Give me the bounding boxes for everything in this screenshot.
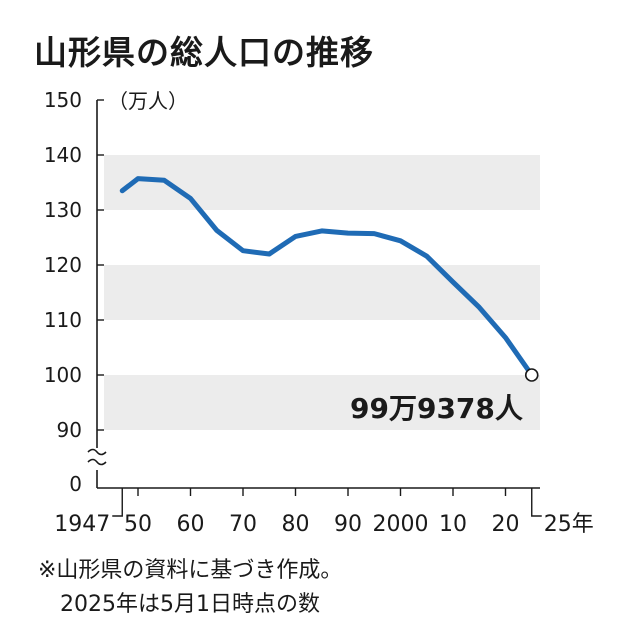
end-value-label: 99万9378人 [350,392,523,425]
x-tick-leader [112,488,123,517]
x-tick-label: 80 [282,512,310,537]
x-tick-label: 70 [229,512,257,537]
x-tick-label: 1947 [54,512,110,537]
series-line [119,176,535,378]
y-axis-unit-label: （万人） [108,89,188,113]
y-tick-label: 100 [44,363,82,387]
x-tick-label: 10 [439,512,467,537]
grid-bands [104,155,540,430]
end-point-marker [524,368,539,382]
y-tick-label: 120 [44,253,82,277]
series-population [119,176,539,382]
source-note: ※山形県の資料に基づき作成。 [38,558,343,583]
x-tick-label: 50 [124,512,152,537]
y-tick-label: 90 [57,418,82,442]
chart-axes [87,100,540,489]
grid-band [104,265,540,320]
x-tick-leader [531,488,542,517]
y-tick-label: 150 [44,88,82,112]
x-tick-label: 20 [492,512,520,537]
y-tick-label: 110 [44,308,82,332]
grid-band [104,375,540,430]
y-tick-labels: 150 140 130 120 110 100 90 0 [44,88,104,496]
x-tick-label: 2000 [373,512,429,537]
x-tick-labels: 1947 50 60 70 80 90 2000 10 20 25年 [54,488,594,537]
chart-title: 山形県の総人口の推移 [34,33,374,72]
axis-break-icon [87,448,107,466]
y-tick-label: 130 [44,198,82,222]
x-tick-label: 25年 [544,512,594,537]
y-tick-label: 140 [44,143,82,167]
y-tick-label: 0 [69,472,82,496]
x-tick-label: 90 [334,512,362,537]
x-tick-label: 60 [177,512,205,537]
grid-band [104,155,540,210]
date-note: 2025年は5月1日時点の数 [60,592,320,617]
